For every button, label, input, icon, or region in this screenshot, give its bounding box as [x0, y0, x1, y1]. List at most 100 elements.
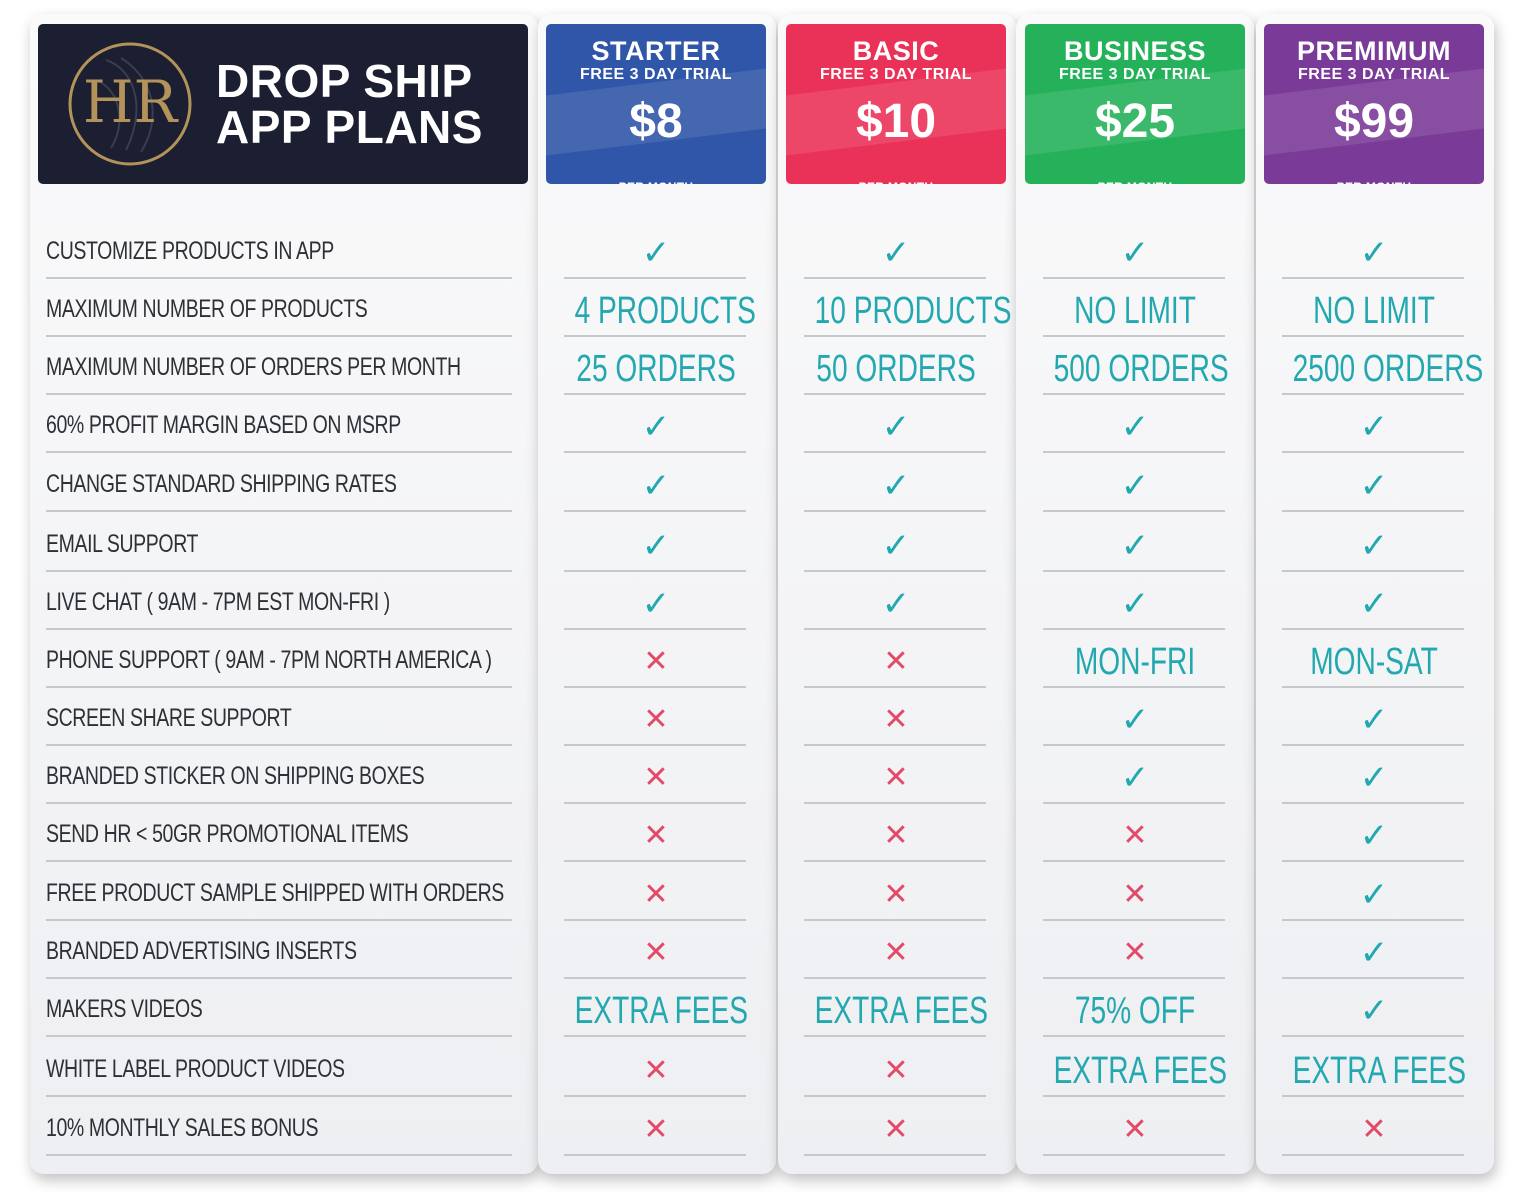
- row-divider: [1282, 977, 1464, 979]
- checkmark-icon: ✓: [1120, 408, 1150, 446]
- feature-label: BRANDED STICKER ON SHIPPING BOXES: [46, 762, 425, 790]
- feature-value: NO LIMIT: [1074, 290, 1196, 332]
- cross-icon: ✕: [1122, 936, 1148, 969]
- checkmark-icon: ✓: [1359, 934, 1389, 972]
- checkmark-icon: ✓: [1359, 759, 1389, 797]
- row-divider: [564, 510, 746, 512]
- checkmark-icon: ✓: [1120, 234, 1150, 272]
- title-line-1: DROP SHIP: [216, 55, 473, 107]
- row-divider: [1043, 628, 1225, 630]
- row-divider: [564, 686, 746, 688]
- feature-value: 4 PRODUCTS: [574, 290, 756, 332]
- cross-icon: ✕: [1122, 1113, 1148, 1146]
- row-divider: [46, 860, 512, 862]
- feature-value: 75% OFF: [1074, 990, 1196, 1032]
- plan-panel-basic: [778, 14, 1016, 1174]
- row-divider: [564, 628, 746, 630]
- plan-name: STARTER: [591, 36, 721, 66]
- feature-value: 50 ORDERS: [816, 348, 976, 390]
- checkmark-icon: ✓: [881, 527, 911, 565]
- cross-icon: ✕: [643, 1054, 669, 1087]
- row-divider: [46, 977, 512, 979]
- row-divider: [564, 570, 746, 572]
- feature-label: CHANGE STANDARD SHIPPING RATES: [46, 470, 397, 498]
- row-divider: [564, 393, 746, 395]
- row-divider: [1043, 977, 1225, 979]
- row-divider: [1282, 1095, 1464, 1097]
- row-divider: [1282, 919, 1464, 921]
- cross-icon: ✕: [883, 703, 909, 736]
- row-divider: [804, 277, 986, 279]
- checkmark-icon: ✓: [881, 467, 911, 505]
- row-divider: [1043, 744, 1225, 746]
- feature-value: MON-FRI: [1074, 641, 1196, 683]
- plan-price: $99: [1333, 95, 1415, 148]
- feature-value: MON-SAT: [1310, 641, 1438, 683]
- row-divider: [46, 628, 512, 630]
- row-divider: [1043, 686, 1225, 688]
- row-divider: [804, 335, 986, 337]
- row-divider: [1043, 393, 1225, 395]
- row-divider: [1282, 451, 1464, 453]
- plan-panel-business: [1016, 14, 1254, 1174]
- plan-period: PER MONTH: [546, 180, 766, 184]
- feature-label: BRANDED ADVERTISING INSERTS: [46, 937, 357, 965]
- checkmark-icon: ✓: [1359, 817, 1389, 855]
- checkmark-icon: ✓: [1120, 527, 1150, 565]
- row-divider: [1043, 335, 1225, 337]
- row-divider: [564, 802, 746, 804]
- row-divider: [804, 802, 986, 804]
- feature-value: 2500 ORDERS: [1292, 348, 1484, 390]
- row-divider: [46, 451, 512, 453]
- plan-name: BASIC: [852, 36, 940, 66]
- row-divider: [46, 1095, 512, 1097]
- row-divider: [1043, 802, 1225, 804]
- row-divider: [1043, 510, 1225, 512]
- checkmark-icon: ✓: [641, 408, 671, 446]
- plan-panel-starter: [538, 14, 776, 1174]
- row-divider: [1043, 277, 1225, 279]
- plan-trial: FREE 3 DAY TRIAL: [819, 66, 973, 83]
- row-divider: [804, 570, 986, 572]
- plan-trial: FREE 3 DAY TRIAL: [1297, 66, 1451, 83]
- row-divider: [804, 393, 986, 395]
- feature-label: 10% MONTHLY SALES BONUS: [46, 1114, 319, 1142]
- checkmark-icon: ✓: [1359, 234, 1389, 272]
- cross-icon: ✕: [883, 1113, 909, 1146]
- row-divider: [564, 1095, 746, 1097]
- cross-icon: ✕: [883, 878, 909, 911]
- cross-icon: ✕: [883, 819, 909, 852]
- checkmark-icon: ✓: [1120, 759, 1150, 797]
- row-divider: [46, 919, 512, 921]
- row-divider: [564, 744, 746, 746]
- hr-logo: HR: [68, 42, 192, 166]
- plan-name: PREMIMUM: [1297, 36, 1451, 66]
- checkmark-icon: ✓: [641, 234, 671, 272]
- checkmark-icon: ✓: [641, 585, 671, 623]
- feature-label: SEND HR < 50GR PROMOTIONAL ITEMS: [46, 820, 409, 848]
- checkmark-icon: ✓: [1120, 585, 1150, 623]
- feature-label: 60% PROFIT MARGIN BASED ON MSRP: [46, 411, 401, 439]
- row-divider: [1282, 744, 1464, 746]
- row-divider: [1043, 1154, 1225, 1156]
- checkmark-icon: ✓: [1359, 467, 1389, 505]
- row-divider: [804, 1035, 986, 1037]
- feature-label: EMAIL SUPPORT: [46, 530, 199, 558]
- row-divider: [1282, 628, 1464, 630]
- features-panel: [30, 14, 538, 1174]
- plan-period: PER MONTH: [786, 180, 1006, 184]
- plan-price: $10: [855, 95, 937, 148]
- plan-panel-premium: [1256, 14, 1494, 1174]
- plan-price: $8: [629, 95, 683, 148]
- checkmark-icon: ✓: [1120, 467, 1150, 505]
- row-divider: [564, 277, 746, 279]
- row-divider: [804, 1095, 986, 1097]
- row-divider: [46, 1035, 512, 1037]
- row-divider: [1043, 1035, 1225, 1037]
- row-divider: [564, 335, 746, 337]
- row-divider: [46, 570, 512, 572]
- cross-icon: ✕: [643, 819, 669, 852]
- feature-label: WHITE LABEL PRODUCT VIDEOS: [46, 1055, 345, 1083]
- row-divider: [1282, 335, 1464, 337]
